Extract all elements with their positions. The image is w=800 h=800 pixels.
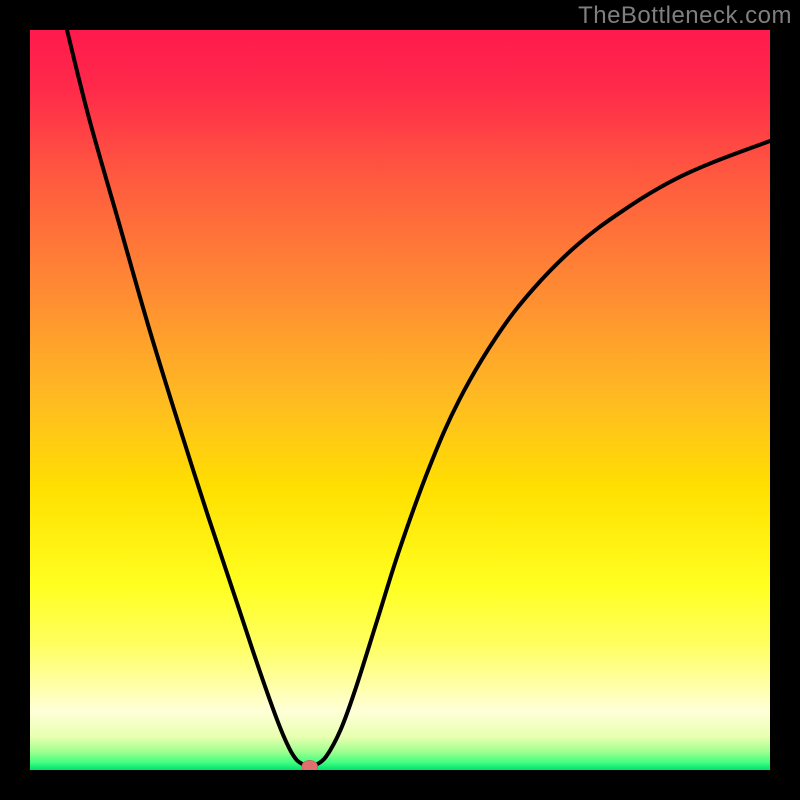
watermark-text: TheBottleneck.com <box>578 2 792 30</box>
gradient-background <box>30 30 770 770</box>
bottleneck-chart <box>0 0 800 800</box>
